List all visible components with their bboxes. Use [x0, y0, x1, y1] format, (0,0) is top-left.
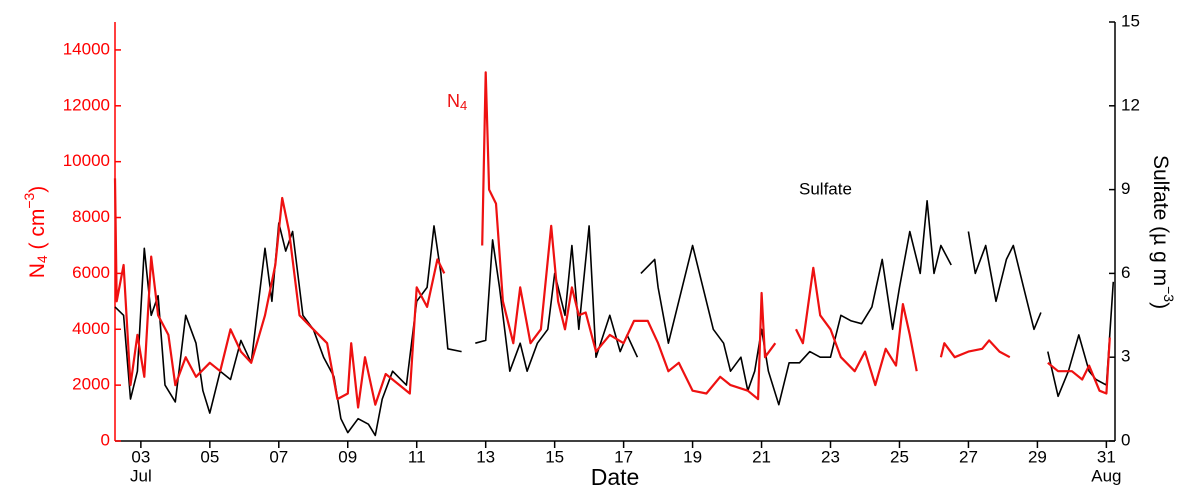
x-tick-label: 19 [683, 447, 702, 466]
y-tick-label: 4000 [72, 319, 110, 338]
label-part: ( cm [26, 209, 49, 256]
y2-tick-label: 6 [1121, 263, 1130, 282]
y-tick-label: 2000 [72, 375, 110, 394]
annotation: Sulfate [799, 179, 852, 198]
annotation-sub: 4 [460, 98, 467, 113]
x-month-label: Aug [1091, 466, 1121, 485]
x-tick-label: 09 [338, 447, 357, 466]
y-tick-label: 10000 [63, 151, 110, 170]
y-tick-label: 14000 [63, 39, 110, 58]
data-line [113, 71, 1111, 409]
annotation: N4 [447, 91, 467, 114]
x-tick-label: 31 [1097, 447, 1116, 466]
y2-tick-label: 15 [1121, 11, 1140, 30]
y2-tick-label: 9 [1121, 179, 1130, 198]
annotation-part: N [447, 91, 460, 111]
label-part: ) [26, 186, 49, 193]
label-sup: −3 [1161, 286, 1177, 302]
x-tick-label: 23 [821, 447, 840, 466]
x-tick-label: 21 [752, 447, 771, 466]
x-tick-label: 05 [200, 447, 219, 466]
x-tick-label: 17 [614, 447, 633, 466]
y2-tick-label: 0 [1121, 430, 1130, 449]
label-part: Sulfate (µ g m [1149, 155, 1172, 286]
x-tick-label: 07 [269, 447, 288, 466]
label-sub: 4 [34, 255, 50, 263]
x-tick-label: 13 [476, 447, 495, 466]
x-tick-label: 29 [1028, 447, 1047, 466]
x-month-label: Jul [130, 466, 152, 485]
x-tick-label: 15 [545, 447, 564, 466]
y2-axis-label: Sulfate (µ g m−3) [1149, 155, 1177, 309]
y2-tick-label: 3 [1121, 347, 1130, 366]
x-tick-label: 25 [890, 447, 909, 466]
y-tick-label: 6000 [72, 263, 110, 282]
x-tick-label: 11 [408, 447, 426, 466]
y-tick-label: 12000 [63, 95, 110, 114]
label-part: ) [1149, 302, 1172, 309]
y2-tick-label: 12 [1121, 95, 1140, 114]
y-axis-label: N4 ( cm−3) [21, 186, 50, 279]
y-tick-label: 8000 [72, 207, 110, 226]
x-tick-label: 27 [959, 447, 978, 466]
y-tick-label: 0 [101, 430, 110, 449]
label-sup: −3 [21, 192, 37, 208]
x-axis-label: Date [591, 464, 640, 489]
x-tick-label: 03 [131, 447, 150, 466]
label-part: N [26, 263, 49, 278]
